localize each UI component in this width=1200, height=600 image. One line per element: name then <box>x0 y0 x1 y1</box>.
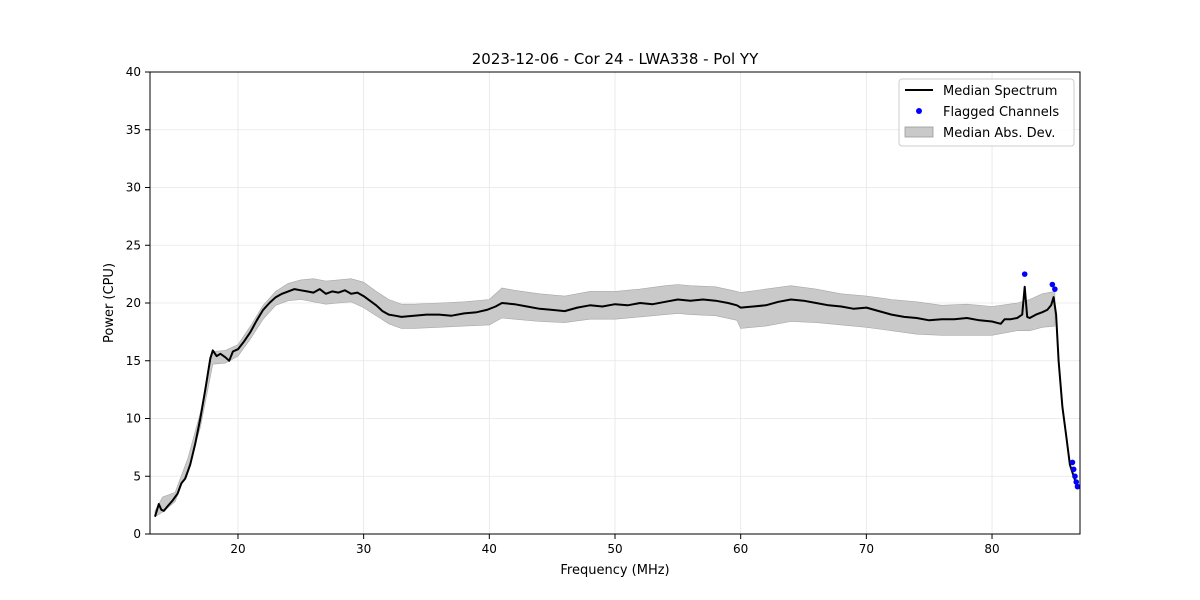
flagged-channel-point <box>1073 479 1080 485</box>
y-tick-label: 5 <box>133 469 141 483</box>
flagged-channel-point <box>1049 281 1056 288</box>
x-tick-label: 40 <box>482 542 497 556</box>
x-tick-label: 80 <box>984 542 999 556</box>
flagged-channel-point <box>1069 459 1076 466</box>
median-spectrum-line <box>154 285 1079 517</box>
y-tick-label: 15 <box>126 354 141 368</box>
legend-median-spectrum-label: Median Spectrum <box>943 84 1057 99</box>
flagged-channel-point <box>1072 473 1078 480</box>
y-tick-label: 35 <box>126 123 141 137</box>
legend-flagged-channels-swatch <box>916 108 922 114</box>
legend-mad-swatch <box>904 126 934 138</box>
y-axis-label: Power (CPU) <box>102 263 117 343</box>
median-spectrum-layer <box>154 285 1079 517</box>
legend: Median Spectrum Flagged Channels Median … <box>898 78 1075 147</box>
y-tick-label: 25 <box>126 238 141 252</box>
chart-title: 2023-12-06 - Cor 24 - LWA338 - Pol YY <box>472 50 759 68</box>
flagged-channel-point <box>1074 483 1081 490</box>
flagged-channels-layer <box>1021 271 1081 490</box>
y-axis-ticks: 0 5 10 15 20 25 30 35 40 <box>126 65 150 541</box>
y-tick-label: 30 <box>126 181 141 195</box>
x-tick-label: 50 <box>607 542 622 556</box>
median-abs-dev-band <box>154 278 1056 518</box>
mad-band-layer <box>154 278 1056 518</box>
x-tick-label: 60 <box>733 542 748 556</box>
legend-flagged-channels-label: Flagged Channels <box>943 105 1059 120</box>
x-tick-label: 30 <box>356 542 371 556</box>
flagged-channel-point <box>1052 286 1058 292</box>
x-axis-label: Frequency (MHz) <box>560 563 669 578</box>
y-tick-label: 10 <box>126 412 141 426</box>
y-tick-label: 40 <box>126 65 141 79</box>
legend-mad-label: Median Abs. Dev. <box>943 126 1055 141</box>
y-tick-label: 20 <box>126 296 141 310</box>
flagged-channel-point <box>1021 271 1028 277</box>
flagged-channel-point <box>1070 466 1077 473</box>
x-tick-label: 70 <box>859 542 874 556</box>
y-tick-label: 0 <box>133 527 141 541</box>
legend-box <box>898 78 1075 147</box>
x-tick-label: 20 <box>230 542 245 556</box>
x-axis-ticks: 20 30 40 50 60 70 80 <box>230 534 1000 556</box>
